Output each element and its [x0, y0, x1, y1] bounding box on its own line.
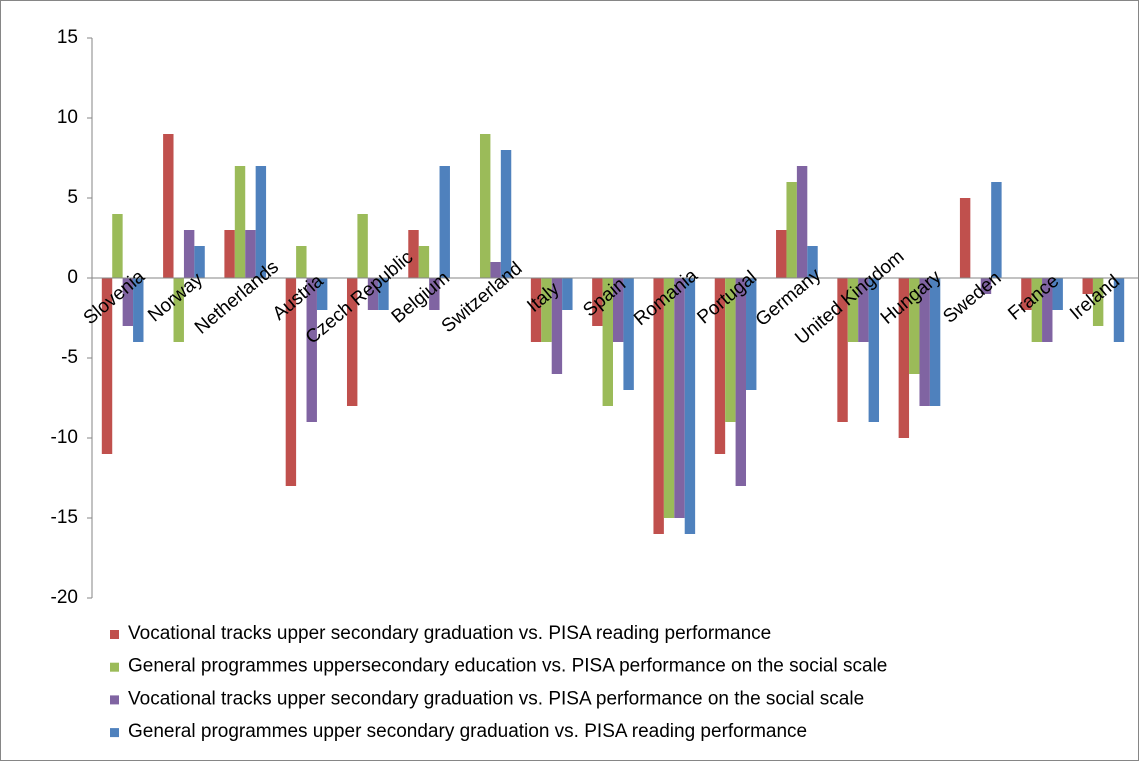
bar	[234, 166, 246, 278]
bar	[255, 166, 267, 278]
bar	[183, 230, 195, 278]
y-tick-label: 10	[57, 107, 78, 128]
bar	[613, 278, 624, 342]
y-tick-label: 15	[57, 27, 78, 48]
bar	[133, 278, 144, 342]
bar	[296, 246, 307, 278]
bar	[490, 262, 501, 278]
bar	[674, 278, 685, 518]
bar	[306, 278, 317, 422]
bar	[807, 246, 818, 278]
bar	[1082, 278, 1093, 294]
bar	[592, 278, 603, 326]
bar	[479, 134, 491, 278]
bar	[847, 278, 859, 342]
bar	[112, 214, 123, 278]
bar	[746, 278, 757, 390]
y-tick-label: 5	[67, 187, 78, 208]
bar	[653, 278, 664, 534]
bar	[541, 278, 552, 342]
y-tick-label: -5	[61, 347, 78, 368]
bar	[1042, 278, 1053, 342]
legend-label: General programmes upper secondary gradu…	[128, 721, 807, 742]
bar	[796, 166, 808, 278]
bar	[684, 278, 696, 534]
y-tick-label: -20	[51, 587, 78, 608]
legend-label: Vocational tracks upper secondary gradua…	[128, 688, 864, 709]
bar	[837, 278, 848, 422]
legend-label: Vocational tracks upper secondary gradua…	[128, 623, 771, 644]
bar	[858, 278, 869, 342]
bar	[776, 230, 787, 278]
legend-swatch	[110, 728, 119, 738]
bar	[663, 278, 675, 518]
bar	[562, 278, 573, 310]
bar	[285, 278, 297, 486]
bar	[602, 278, 613, 406]
bar	[429, 278, 440, 310]
bar	[725, 278, 736, 422]
bar	[1113, 278, 1125, 342]
bar	[530, 278, 542, 342]
bar	[101, 278, 113, 454]
legend-swatch	[110, 630, 119, 639]
bar	[1021, 278, 1032, 310]
bar	[898, 278, 910, 438]
bar	[439, 166, 450, 278]
legend-swatch	[110, 662, 119, 672]
bar	[418, 246, 430, 278]
bar	[408, 230, 419, 278]
bar	[367, 278, 379, 310]
bar	[122, 278, 134, 326]
bar	[1092, 278, 1104, 326]
bar	[868, 278, 880, 422]
bar	[194, 246, 205, 278]
bar	[378, 278, 389, 310]
bar	[786, 182, 797, 278]
bar	[1031, 278, 1043, 342]
bar	[173, 278, 184, 342]
bar	[959, 198, 971, 278]
bar	[735, 278, 747, 486]
bar	[909, 278, 920, 374]
bar	[623, 278, 634, 390]
legend-swatch	[110, 695, 119, 705]
bar	[500, 150, 512, 278]
bar	[224, 230, 235, 278]
legend-label: General programmes uppersecondary educat…	[128, 656, 887, 677]
bar	[245, 230, 256, 278]
bar	[346, 278, 358, 406]
bar	[316, 278, 328, 310]
y-tick-label: -15	[51, 507, 78, 528]
y-tick-label: -10	[51, 427, 78, 448]
bar	[163, 134, 174, 278]
bar	[357, 214, 368, 278]
bar	[980, 278, 992, 294]
bar	[991, 182, 1002, 278]
bar	[929, 278, 941, 406]
bar	[1052, 278, 1063, 310]
bar	[551, 278, 563, 374]
bar	[714, 278, 726, 454]
y-tick-label: 0	[67, 267, 78, 288]
bar	[919, 278, 930, 406]
